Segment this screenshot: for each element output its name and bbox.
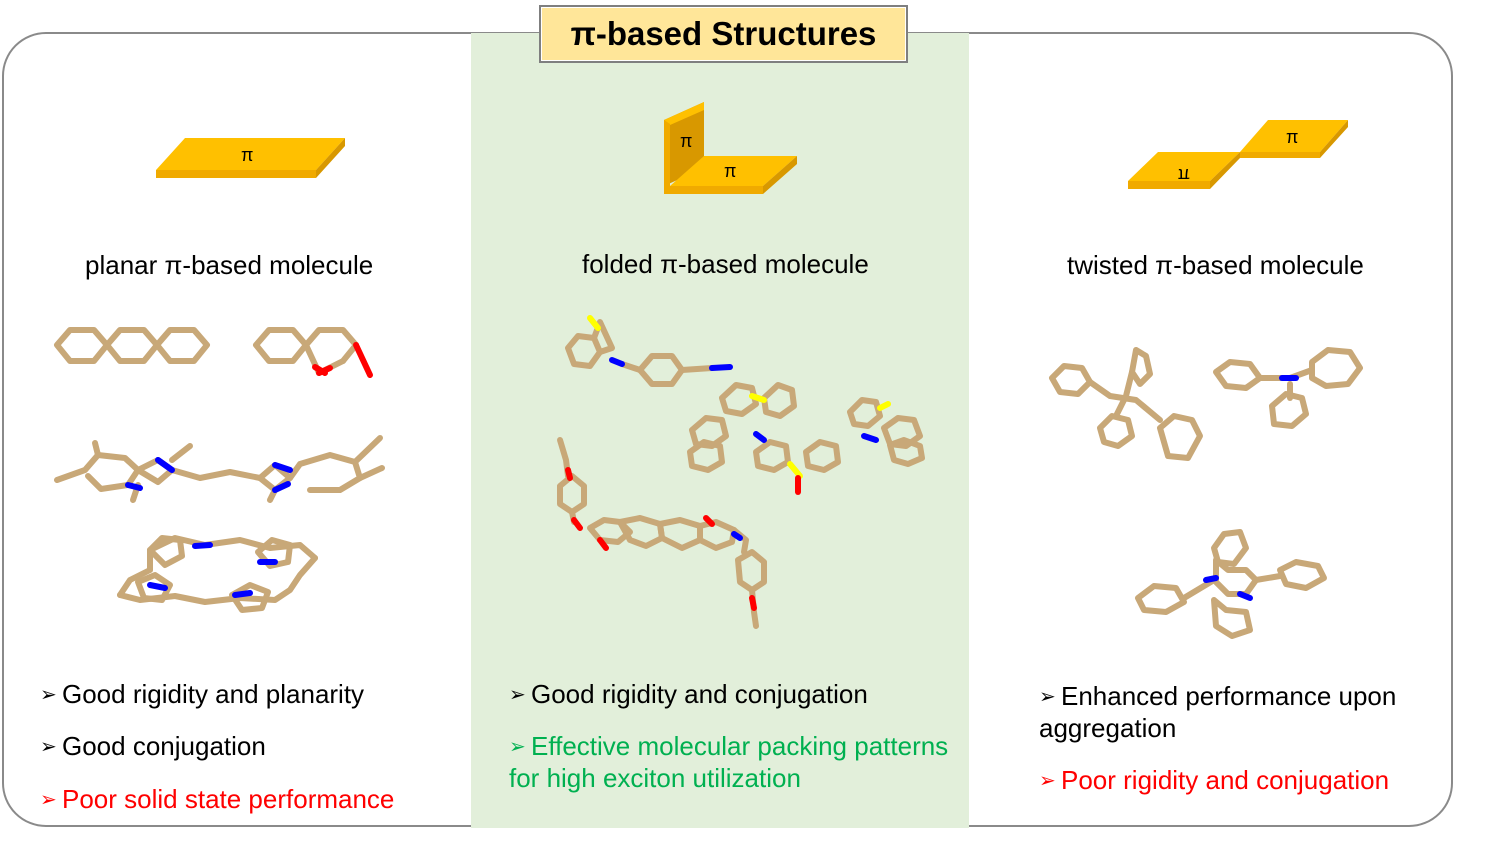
- twisted-caption: twisted π-based molecule: [1067, 250, 1364, 280]
- cyanine-model: [54, 435, 385, 503]
- folded-vertical-pi-label: π: [680, 131, 692, 151]
- planar-slab: π: [156, 138, 345, 178]
- arrow-bullet-icon: ➢: [1039, 770, 1056, 792]
- planar-bullet-2: ➢ Good conjugation: [40, 731, 266, 761]
- twisted-bullet-1: ➢ Enhanced performance upon aggregation: [1039, 681, 1397, 743]
- twisted-lower-pi-label: π: [1178, 165, 1190, 185]
- triphenylamine-model: [1213, 347, 1363, 429]
- arrow-bullet-icon: ➢: [509, 736, 526, 758]
- bis-phenothiazine-sulfone-model: [687, 382, 925, 473]
- coumarin-model: [253, 327, 373, 378]
- phenothiazine-nitrile-model: [565, 319, 715, 387]
- planar-bullet-3: ➢ Poor solid state performance: [40, 784, 395, 814]
- tetraphenylethylene-model: [1049, 347, 1203, 461]
- arrow-bullet-icon: ➢: [40, 736, 57, 758]
- arrow-bullet-icon: ➢: [1039, 686, 1056, 708]
- planar-pi-label: π: [241, 145, 253, 165]
- porphyrin-model: [117, 535, 318, 613]
- folded-bullet-1: ➢ Good rigidity and conjugation: [509, 679, 868, 709]
- planar-bullet-1: ➢ Good rigidity and planarity: [40, 679, 365, 709]
- arrow-bullet-icon: ➢: [40, 684, 57, 706]
- folded-horizontal-pi-label: π: [724, 161, 736, 181]
- folded-caption: folded π-based molecule: [582, 249, 869, 279]
- twisted-upper-pi-label: π: [1286, 127, 1298, 147]
- folded-slab: π π: [664, 102, 797, 194]
- folded-bullet-2: ➢ Effective molecular packing patterns fo…: [509, 731, 949, 793]
- twisted-bullet-2: ➢ Poor rigidity and conjugation: [1039, 765, 1390, 795]
- tetraphenylpyrazine-model: [1135, 529, 1327, 639]
- arrow-bullet-icon: ➢: [40, 789, 57, 811]
- planar-caption: planar π-based molecule: [85, 250, 374, 280]
- twisted-slab: π π: [1128, 120, 1348, 189]
- anthracene-model: [54, 327, 210, 364]
- arrow-bullet-icon: ➢: [509, 684, 526, 706]
- diagram-title: π-based Structures: [539, 5, 908, 63]
